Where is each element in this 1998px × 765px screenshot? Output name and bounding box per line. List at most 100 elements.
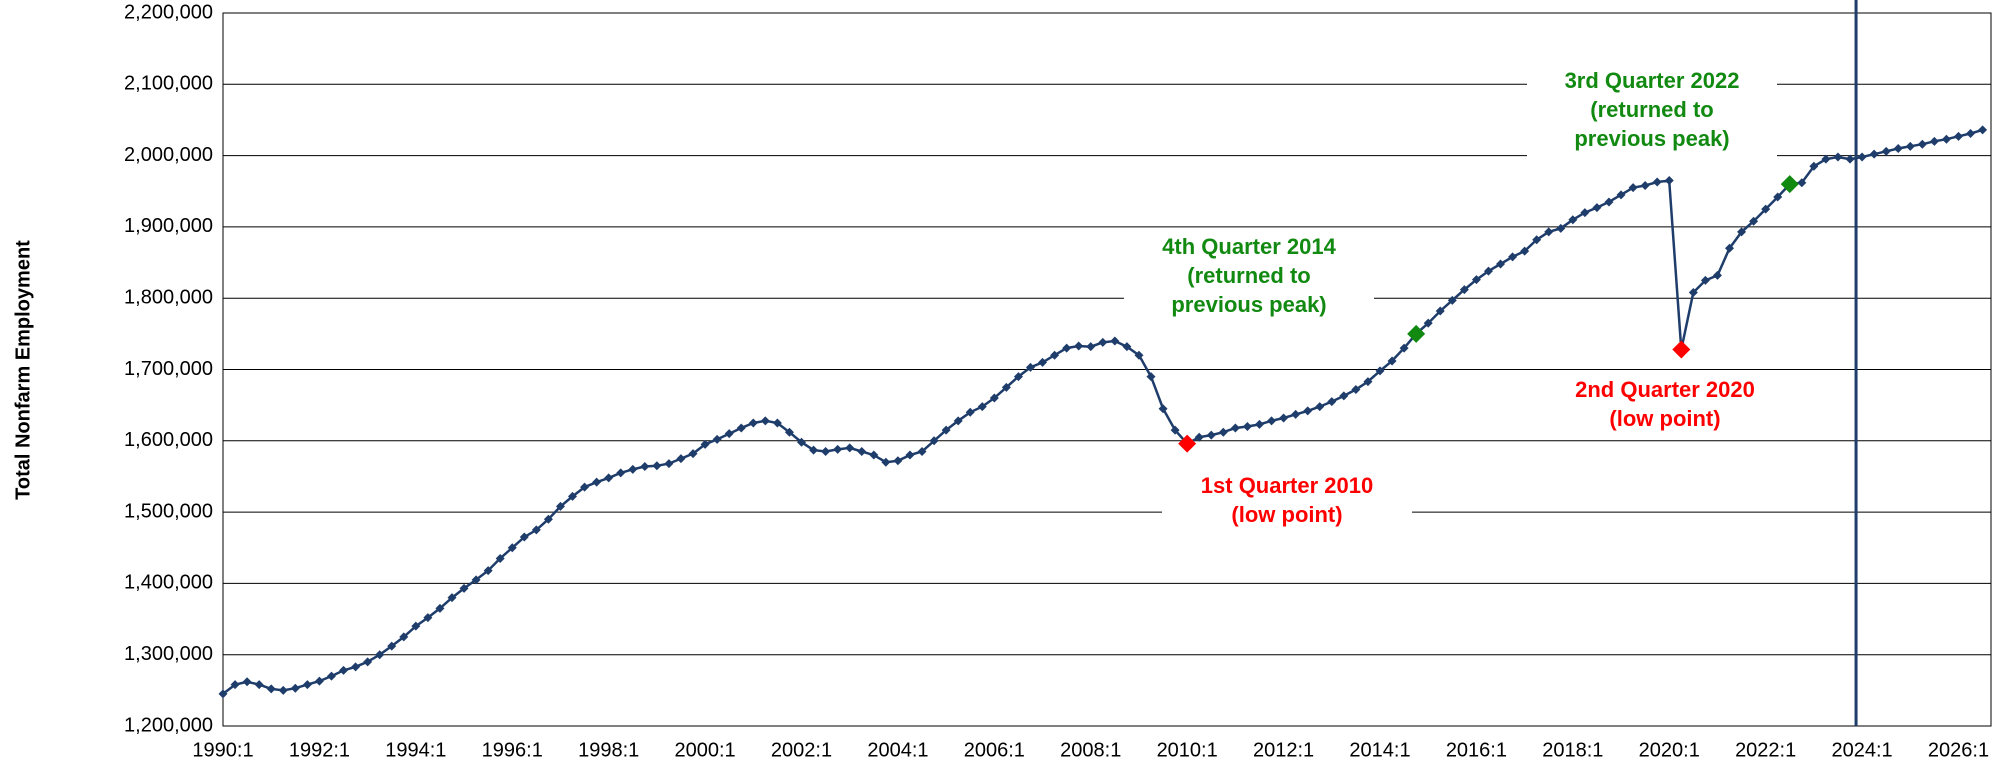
data-point xyxy=(640,461,650,471)
x-tick-label: 2008:1 xyxy=(1060,739,1121,761)
data-point xyxy=(447,593,457,603)
data-point xyxy=(736,423,746,433)
y-tick-label: 2,100,000 xyxy=(124,73,213,95)
data-point xyxy=(1712,270,1722,280)
data-point xyxy=(1194,432,1204,442)
data-point xyxy=(1664,176,1674,186)
data-point xyxy=(1520,246,1530,256)
data-point xyxy=(1797,178,1807,188)
x-tick-label: 1992:1 xyxy=(289,739,350,761)
data-point xyxy=(1013,372,1023,382)
data-point xyxy=(1845,154,1855,164)
data-point xyxy=(375,650,385,660)
data-point xyxy=(483,566,493,576)
data-point xyxy=(1869,149,1879,159)
data-point xyxy=(724,429,734,439)
data-point xyxy=(772,418,782,428)
data-point xyxy=(628,464,638,474)
data-point xyxy=(712,434,722,444)
annotation-text: 3rd Quarter 2022 xyxy=(1565,68,1740,93)
data-point xyxy=(1688,287,1698,297)
data-point xyxy=(592,477,602,487)
annotation-text: (low point) xyxy=(1609,406,1720,431)
data-point xyxy=(1242,422,1252,432)
data-point xyxy=(1387,356,1397,366)
x-tick-label: 2012:1 xyxy=(1253,739,1314,761)
data-point xyxy=(387,641,397,651)
data-point xyxy=(1254,419,1264,429)
data-point xyxy=(1941,134,1951,144)
data-point xyxy=(1929,136,1939,146)
data-point xyxy=(809,445,819,455)
data-point xyxy=(845,443,855,453)
data-point xyxy=(1821,154,1831,164)
data-point xyxy=(1218,427,1228,437)
data-point xyxy=(1640,181,1650,191)
data-point xyxy=(1435,306,1445,316)
data-point xyxy=(1158,404,1168,414)
data-point xyxy=(1471,275,1481,285)
data-point xyxy=(1447,295,1457,305)
data-point xyxy=(302,680,312,690)
x-tick-label: 2014:1 xyxy=(1349,739,1410,761)
data-point xyxy=(821,446,831,456)
data-point xyxy=(1556,223,1566,233)
data-point xyxy=(1025,362,1035,372)
data-point xyxy=(881,457,891,467)
data-point xyxy=(1761,204,1771,214)
data-point xyxy=(784,427,794,437)
data-point xyxy=(1375,366,1385,376)
data-point xyxy=(917,446,927,456)
x-tick-label: 2004:1 xyxy=(867,739,928,761)
annotation-text: previous peak) xyxy=(1574,126,1729,151)
data-point xyxy=(1544,227,1554,237)
x-tick-label: 1998:1 xyxy=(578,739,639,761)
y-tick-label: 1,200,000 xyxy=(124,714,213,736)
data-point xyxy=(1568,215,1578,225)
data-point xyxy=(1459,285,1469,295)
data-point xyxy=(1966,128,1976,138)
data-point xyxy=(953,416,963,426)
annotation-text: 4th Quarter 2014 xyxy=(1162,234,1336,259)
x-tick-label: 2020:1 xyxy=(1639,739,1700,761)
data-point xyxy=(1833,152,1843,162)
y-axis-label: Total Nonfarm Employment xyxy=(12,240,34,500)
data-point xyxy=(507,543,517,553)
annotation-bg xyxy=(1124,229,1374,325)
data-point xyxy=(700,439,710,449)
data-point xyxy=(543,514,553,524)
data-point xyxy=(1604,197,1614,207)
data-point xyxy=(965,407,975,417)
data-point xyxy=(1303,406,1313,416)
x-tick-label: 2022:1 xyxy=(1735,739,1796,761)
data-point xyxy=(1327,397,1337,407)
annotation-bg xyxy=(1162,468,1412,535)
data-point xyxy=(1291,409,1301,419)
x-tick-label: 2016:1 xyxy=(1446,739,1507,761)
annotation-bg xyxy=(1540,372,1790,439)
data-point xyxy=(411,621,421,631)
data-point xyxy=(1700,275,1710,285)
data-point xyxy=(869,450,879,460)
data-point xyxy=(1062,343,1072,353)
x-tick-label: 1996:1 xyxy=(482,739,543,761)
highlight-point xyxy=(1178,434,1197,453)
data-point xyxy=(1399,343,1409,353)
plot-frame xyxy=(222,12,1992,727)
data-point xyxy=(290,683,300,693)
data-point xyxy=(893,456,903,466)
y-tick-label: 1,600,000 xyxy=(124,429,213,451)
annotation-text: (returned to xyxy=(1187,263,1310,288)
y-tick-label: 2,200,000 xyxy=(124,1,213,23)
annotation-text: (returned to xyxy=(1590,97,1713,122)
y-tick-label: 1,500,000 xyxy=(124,500,213,522)
y-tick-label: 2,000,000 xyxy=(124,144,213,166)
y-tick-label: 1,400,000 xyxy=(124,572,213,594)
data-point xyxy=(1423,318,1433,328)
data-point xyxy=(1725,243,1735,253)
data-point xyxy=(1953,131,1963,141)
data-point xyxy=(1206,430,1216,440)
data-point xyxy=(833,444,843,454)
data-point xyxy=(1110,336,1120,346)
